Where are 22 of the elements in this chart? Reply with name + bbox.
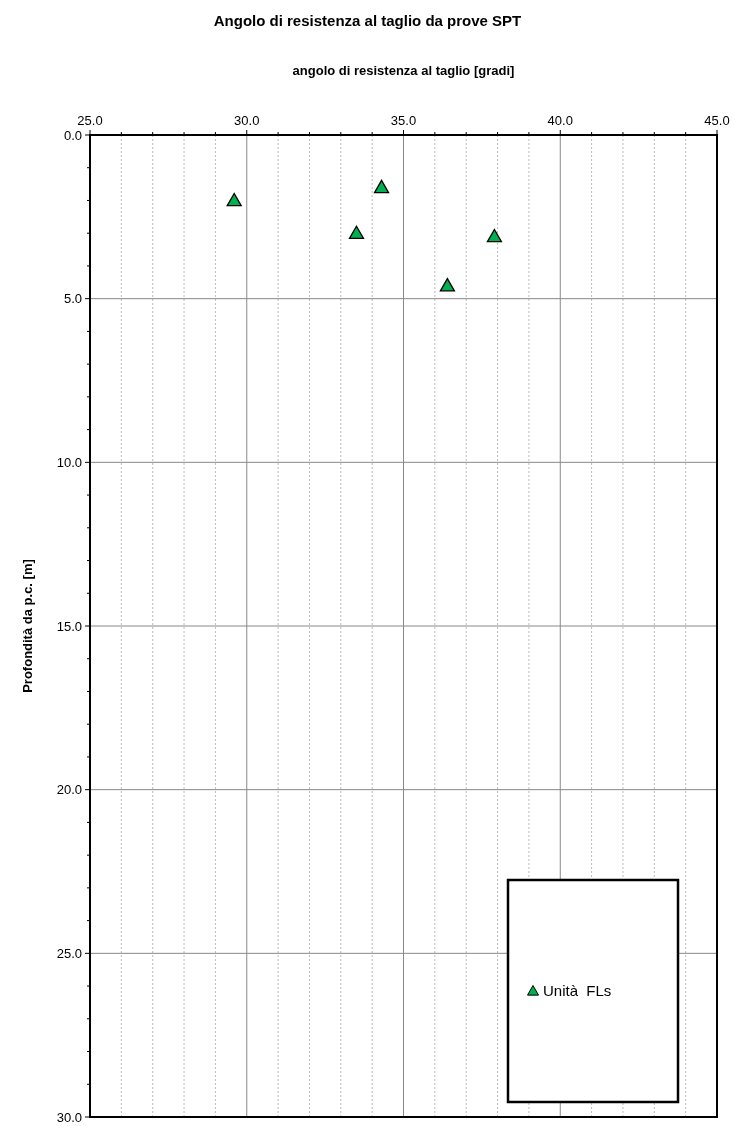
x-tick-label: 45.0 (704, 113, 730, 128)
y-tick-label: 25.0 (56, 945, 82, 961)
y-tick-label: 15.0 (56, 618, 82, 634)
x-tick-label: 30.0 (234, 113, 260, 128)
y-tick-label: 0.0 (63, 127, 82, 143)
point (439, 277, 456, 292)
point (373, 179, 390, 194)
x-tick-label: 40.0 (547, 113, 573, 128)
y-tick-label: 5.0 (63, 291, 82, 307)
x-axis-title: angolo di resistenza al taglio [gradi] (292, 63, 515, 78)
y-tick-label: 20.0 (56, 782, 82, 798)
x-tick-label: 25.0 (77, 113, 103, 128)
x-tick-label: 35.0 (390, 113, 417, 128)
y-axis-title: Profondità da p.c. [m] (20, 559, 35, 693)
point (226, 192, 242, 207)
point (486, 228, 503, 243)
chart-title: Angolo di resistenza al taglio da prove SPT (213, 12, 522, 29)
legend-label: Unità FLs (543, 982, 612, 999)
legend: Unità FLs (506, 878, 680, 1104)
y-tick-label: 10.0 (56, 454, 82, 470)
y-tick-label: 30.0 (56, 1109, 82, 1125)
point (348, 225, 365, 240)
